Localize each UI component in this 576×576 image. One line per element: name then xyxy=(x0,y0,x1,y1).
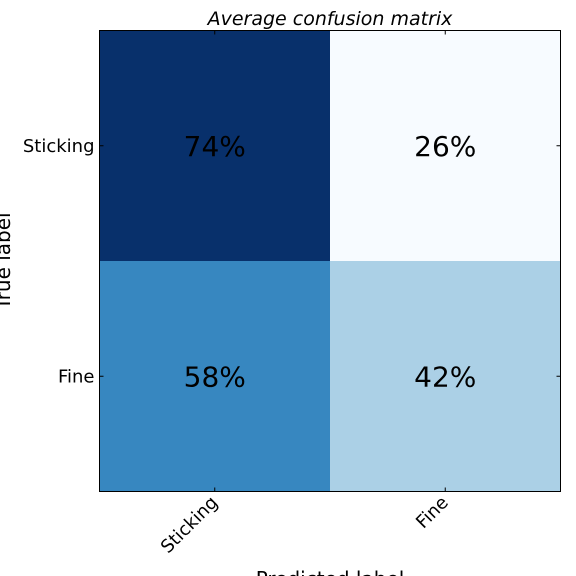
x-tick-label: Fine xyxy=(412,492,453,533)
chart-title: Average confusion matrix xyxy=(206,8,454,30)
cell-value-label: 42% xyxy=(414,360,476,393)
cell-value-label: 26% xyxy=(414,130,476,163)
x-axis-label: Predicted label xyxy=(256,567,405,576)
x-tick-label: Sticking xyxy=(157,492,223,558)
heatmap-cells: 74% 26% 58% 42% xyxy=(100,31,561,492)
y-tick-label: Fine xyxy=(58,366,95,387)
y-axis-label: True label xyxy=(0,212,15,310)
y-tick-label: Sticking xyxy=(23,136,95,157)
cell-value-label: 58% xyxy=(184,360,246,393)
cell-value-label: 74% xyxy=(184,130,246,163)
